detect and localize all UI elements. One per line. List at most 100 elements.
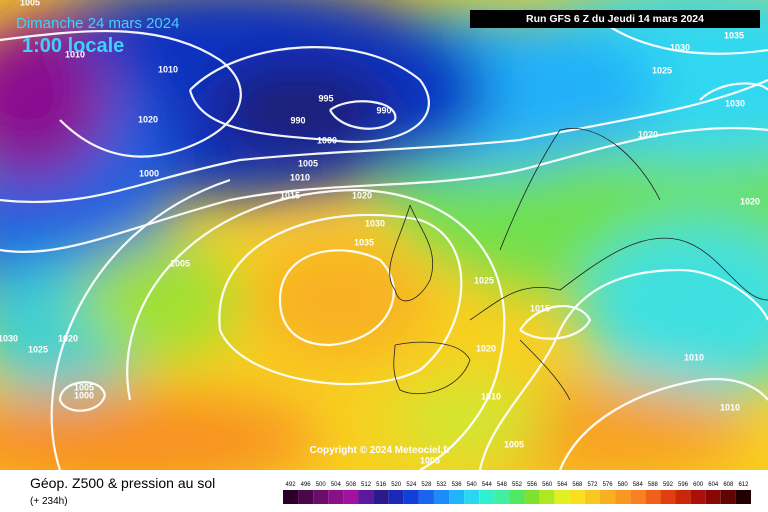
isobar-label: 1005: [170, 258, 190, 268]
isobar-label: 1005: [420, 455, 440, 465]
isobar-label: 1010: [720, 402, 740, 412]
scale-swatch: [569, 490, 585, 504]
scale-swatch: [554, 490, 570, 504]
isobar-label: 1005: [504, 439, 524, 449]
scale-swatch: [388, 490, 404, 504]
scale-swatch: [675, 490, 691, 504]
isobar-label: 1020: [352, 190, 372, 200]
isobar-label: 990: [290, 115, 305, 125]
scale-label: 584: [633, 482, 644, 488]
scale-label: 600: [693, 482, 704, 488]
scale-label: 556: [527, 482, 538, 488]
run-box: [470, 10, 760, 28]
scale-label: 508: [346, 482, 357, 488]
scale-swatch: [600, 490, 616, 504]
scale-swatch: [630, 490, 646, 504]
scale-label: 544: [482, 482, 493, 488]
scale-label: 572: [587, 482, 598, 488]
scale-swatch: [343, 490, 359, 504]
scale-swatch: [690, 490, 706, 504]
scale-label: 608: [723, 482, 734, 488]
isobar-label: 1030: [670, 42, 690, 52]
scale-swatch: [373, 490, 389, 504]
footer-lead: (+ 234h): [30, 496, 68, 507]
isobar-label: 1025: [474, 275, 494, 285]
isobar-label: 1020: [638, 129, 658, 139]
isobar-label: 1035: [354, 237, 374, 247]
isobar-label: 1005: [298, 158, 318, 168]
isobar-label: 1010: [684, 352, 704, 362]
scale-label: 612: [738, 482, 749, 488]
copyright: Copyright © 2024 Meteociel.fr: [310, 445, 451, 456]
isobar-label: 995: [318, 93, 333, 103]
scale-swatch: [358, 490, 374, 504]
scale-swatch: [494, 490, 510, 504]
isobar-label: 1030: [0, 333, 18, 343]
scale-label: 532: [437, 482, 448, 488]
map-field: 1005 1010 1010 1020 995 990 990 1000 1000 1005 101…: [0, 0, 768, 470]
isobar-label: 1000: [317, 135, 337, 145]
run-label: Run GFS 6 Z du Jeudi 14 mars 2024: [526, 13, 704, 25]
scale-swatch: [524, 490, 540, 504]
isobar-label: 1010: [290, 172, 310, 182]
isobar-lines: [0, 19, 768, 470]
scale-label: 576: [603, 482, 614, 488]
isobar-label: 1000: [139, 168, 159, 178]
scale-swatch: [464, 490, 480, 504]
isobar-label: 1005: [74, 382, 94, 392]
isobar-label: 1010: [65, 49, 85, 59]
scale-label: 492: [286, 482, 297, 488]
scale-swatch: [433, 490, 450, 504]
scale-label: 548: [497, 482, 508, 488]
isobar-label: 1020: [58, 333, 78, 343]
scale-label: 500: [316, 482, 327, 488]
scale-label: 592: [663, 482, 674, 488]
scale-label: 496: [301, 482, 312, 488]
scale-swatch: [705, 490, 721, 504]
footer-title: Géop. Z500 & pression au sol: [30, 475, 215, 491]
isobar-label: 990: [376, 105, 391, 115]
scale-swatch: [645, 490, 661, 504]
scale-swatch: [298, 490, 314, 504]
scale-swatch: [584, 490, 601, 504]
scale-label: 596: [678, 482, 689, 488]
isobar-label: 1020: [476, 343, 496, 353]
scale-swatch: [283, 490, 299, 504]
isobar-label: 1030: [365, 218, 385, 228]
scale-swatch: [449, 490, 465, 504]
isobar-label: 1025: [652, 65, 672, 75]
isobar-label: 1015: [280, 190, 300, 200]
scale-label: 524: [406, 482, 417, 488]
scale-label: 504: [331, 482, 342, 488]
isobar-label: 1030: [725, 98, 745, 108]
isobar-labels: 1005 1010 1010 1020 995 990 990 1000 1000 1005 101…: [0, 0, 760, 465]
scale-label: 528: [421, 482, 432, 488]
scale-label: 588: [648, 482, 659, 488]
scale-label: 564: [557, 482, 568, 488]
isobar-label: 1005: [20, 0, 40, 7]
scale-swatch: [418, 490, 434, 504]
scale-label: 536: [452, 482, 463, 488]
isobar-label: 1015: [530, 303, 550, 313]
scale-swatch: [328, 490, 344, 504]
scale-label: 580: [618, 482, 629, 488]
scale-swatch: [660, 490, 676, 504]
scale-label: 552: [512, 482, 523, 488]
scale-swatch: [735, 490, 751, 504]
scale-label: 568: [572, 482, 583, 488]
time-label: 1:00 locale: [22, 35, 124, 57]
isobar-label: 1010: [481, 391, 501, 401]
isobar-label: 1020: [138, 114, 158, 124]
scale-label: 560: [542, 482, 553, 488]
scale-swatch: [615, 490, 631, 504]
scale-label: 520: [391, 482, 402, 488]
isobar-label: 1035: [724, 30, 744, 40]
isobar-label: 1010: [158, 64, 178, 74]
coastlines: [389, 128, 768, 401]
scale-swatch: [403, 490, 419, 504]
isobar-label: 1025: [28, 344, 48, 354]
scale-label: 512: [361, 482, 372, 488]
date-label: Dimanche 24 mars 2024: [16, 15, 179, 32]
scale-label: 604: [708, 482, 719, 488]
